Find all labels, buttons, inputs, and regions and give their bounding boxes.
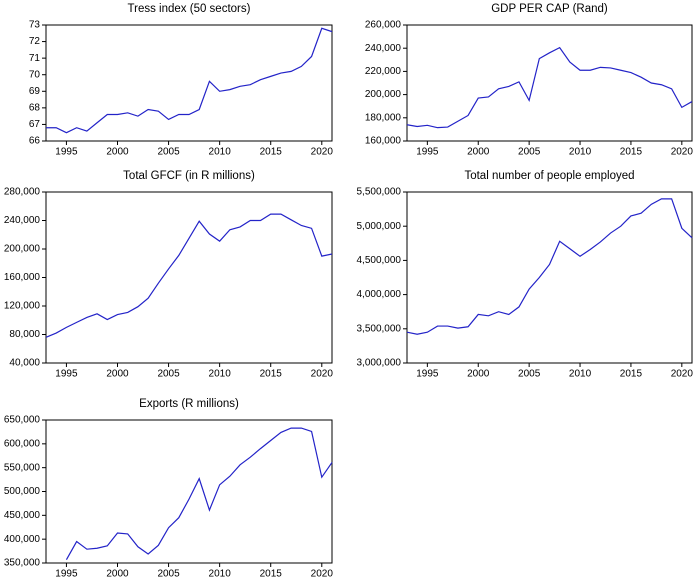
y-tick-label: 68 <box>29 102 41 113</box>
y-tick-label: 280,000 <box>4 187 41 198</box>
x-tick-label: 1995 <box>416 369 439 380</box>
y-tick-label: 400,000 <box>4 534 41 545</box>
y-tick-label: 160,000 <box>365 136 402 147</box>
x-tick-label: 2000 <box>106 369 129 380</box>
x-tick-label: 2010 <box>569 369 592 380</box>
x-tick-label: 2010 <box>569 147 592 158</box>
x-tick-label: 2005 <box>157 369 180 380</box>
y-tick-label: 72 <box>29 36 41 47</box>
plot-frame <box>45 419 333 564</box>
y-tick-label: 3,000,000 <box>357 358 402 369</box>
plot-frame <box>45 24 333 142</box>
x-tick-label: 2020 <box>671 369 694 380</box>
x-tick-label: 2015 <box>620 147 643 158</box>
x-tick-label: 2015 <box>260 369 283 380</box>
y-tick-label: 240,000 <box>365 43 402 54</box>
x-tick-label: 2005 <box>518 147 541 158</box>
y-tick-label: 3,500,000 <box>357 323 402 334</box>
y-tick-label: 260,000 <box>365 20 402 31</box>
plot-frame <box>45 191 333 364</box>
x-tick-label: 2005 <box>157 147 180 158</box>
y-tick-label: 600,000 <box>4 438 41 449</box>
x-tick-label: 2020 <box>671 147 694 158</box>
chart-title: Exports (R millions) <box>139 398 239 410</box>
y-tick-label: 70 <box>29 69 41 80</box>
y-tick-label: 71 <box>29 53 41 64</box>
data-line <box>45 213 333 338</box>
x-tick-label: 1995 <box>55 569 78 580</box>
x-tick-label: 2005 <box>518 369 541 380</box>
y-tick-label: 120,000 <box>4 301 41 312</box>
y-tick-label: 450,000 <box>4 510 41 521</box>
y-tick-label: 73 <box>29 20 41 31</box>
y-tick-label: 80,000 <box>9 329 40 340</box>
x-tick-label: 2000 <box>106 147 129 158</box>
y-tick-label: 200,000 <box>4 244 41 255</box>
plot-frame <box>406 191 693 364</box>
x-tick-label: 2020 <box>311 369 334 380</box>
y-tick-label: 350,000 <box>4 558 41 569</box>
y-tick-label: 180,000 <box>365 112 402 123</box>
x-tick-label: 2020 <box>311 569 334 580</box>
x-tick-label: 2010 <box>209 369 232 380</box>
y-tick-label: 67 <box>29 119 41 130</box>
y-tick-label: 220,000 <box>365 66 402 77</box>
chart-title: Total number of people employed <box>464 170 634 182</box>
y-tick-label: 4,000,000 <box>357 289 402 300</box>
x-tick-label: 2000 <box>467 147 490 158</box>
y-tick-label: 69 <box>29 86 41 97</box>
x-tick-label: 2020 <box>311 147 334 158</box>
x-tick-label: 2010 <box>209 569 232 580</box>
data-line <box>406 198 693 335</box>
x-tick-label: 2015 <box>260 569 283 580</box>
y-tick-label: 4,500,000 <box>357 255 402 266</box>
x-tick-label: 2000 <box>467 369 490 380</box>
y-tick-label: 200,000 <box>365 89 402 100</box>
data-line <box>406 46 693 129</box>
data-line <box>65 427 333 560</box>
y-tick-label: 550,000 <box>4 462 41 473</box>
y-tick-label: 650,000 <box>4 415 41 426</box>
chart-title: Tress index (50 sectors) <box>128 3 251 15</box>
x-tick-label: 1995 <box>416 147 439 158</box>
x-tick-label: 2015 <box>620 369 643 380</box>
x-tick-label: 1995 <box>55 369 78 380</box>
chart-title: GDP PER CAP (Rand) <box>491 3 608 15</box>
x-tick-label: 2015 <box>260 147 283 158</box>
y-tick-label: 240,000 <box>4 215 41 226</box>
y-tick-label: 40,000 <box>9 358 40 369</box>
x-tick-label: 2005 <box>157 569 180 580</box>
x-tick-label: 2010 <box>209 147 232 158</box>
plot-frame <box>406 24 693 142</box>
data-line <box>46 27 333 134</box>
x-tick-label: 2000 <box>106 569 129 580</box>
y-tick-label: 500,000 <box>4 486 41 497</box>
y-tick-label: 66 <box>29 136 41 147</box>
chart-title: Total GFCF (in R millions) <box>123 170 255 182</box>
y-tick-label: 160,000 <box>4 272 41 283</box>
y-tick-label: 5,500,000 <box>357 187 402 198</box>
x-tick-label: 1995 <box>55 147 78 158</box>
y-tick-label: 5,000,000 <box>357 221 402 232</box>
